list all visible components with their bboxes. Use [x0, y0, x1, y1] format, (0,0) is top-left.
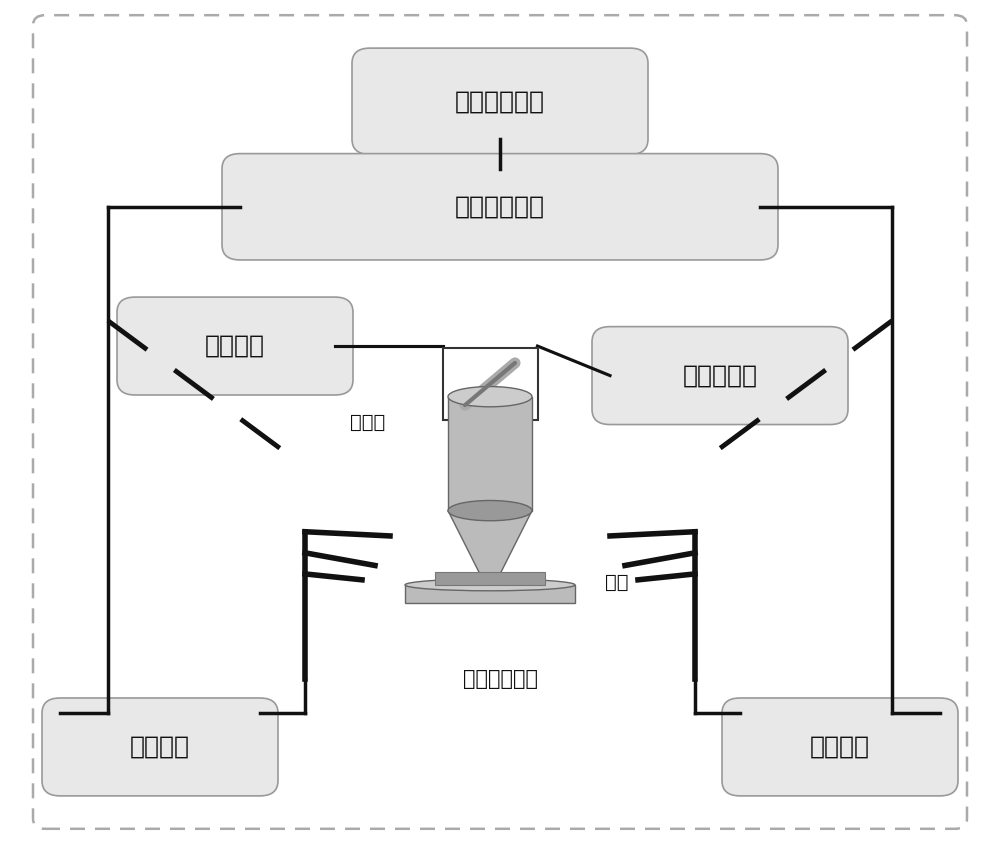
- Polygon shape: [450, 578, 530, 603]
- Text: 显微镜: 显微镜: [350, 413, 385, 431]
- Bar: [442, 348, 538, 419]
- FancyBboxPatch shape: [33, 15, 967, 829]
- FancyBboxPatch shape: [222, 154, 778, 260]
- Bar: [405, 585, 575, 603]
- Polygon shape: [448, 511, 532, 578]
- Text: 膜片钳放大器: 膜片钳放大器: [455, 195, 545, 219]
- Text: 红外相机: 红外相机: [205, 334, 265, 358]
- FancyBboxPatch shape: [117, 297, 353, 395]
- FancyBboxPatch shape: [722, 698, 958, 796]
- Bar: [448, 397, 532, 511]
- Ellipse shape: [405, 579, 575, 591]
- Text: 样本操作平台: 样本操作平台: [462, 669, 538, 690]
- Text: 微操纵仪: 微操纵仪: [130, 735, 190, 759]
- Bar: [435, 572, 545, 585]
- Ellipse shape: [448, 387, 532, 407]
- Ellipse shape: [448, 500, 532, 521]
- FancyBboxPatch shape: [592, 327, 848, 425]
- Text: 显微镜光源: 显微镜光源: [682, 364, 758, 387]
- FancyBboxPatch shape: [352, 48, 648, 154]
- Text: 微操纵仪: 微操纵仪: [810, 735, 870, 759]
- Text: 计算机工作站: 计算机工作站: [455, 89, 545, 113]
- Text: 脑片: 脑片: [605, 573, 629, 592]
- FancyBboxPatch shape: [42, 698, 278, 796]
